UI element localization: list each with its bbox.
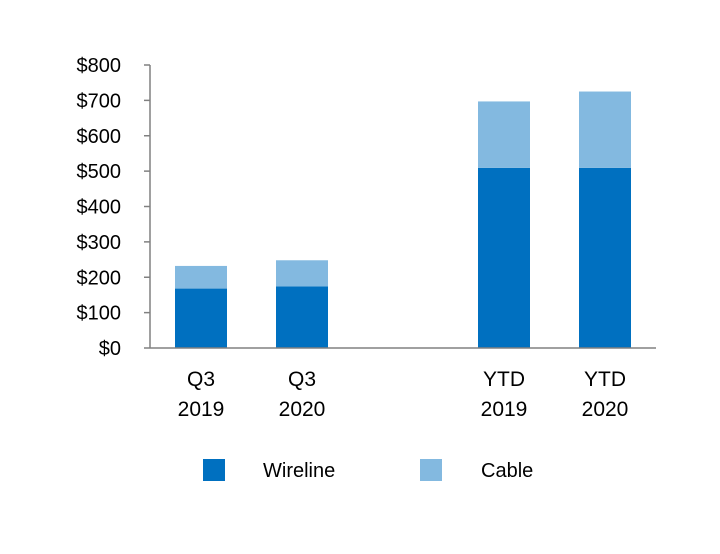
x-tick-label-line2: 2019 xyxy=(481,398,528,421)
x-tick-label-line2: 2019 xyxy=(178,398,225,421)
bar-wireline-q3-2019 xyxy=(175,288,227,348)
legend: Wireline Cable xyxy=(203,459,533,482)
legend-label-cable: Cable xyxy=(481,460,533,482)
bar-cable-ytd-2019 xyxy=(478,101,530,168)
x-tick-label-line1: Q3 xyxy=(187,368,215,391)
bars xyxy=(175,91,631,348)
y-tick-label: $400 xyxy=(77,197,122,219)
y-tick-label: $200 xyxy=(77,267,122,289)
bar-wireline-ytd-2019 xyxy=(478,167,530,348)
x-tick-label-line1: Q3 xyxy=(288,368,316,391)
y-tick-label: $600 xyxy=(77,126,122,148)
x-tick-label-line1: YTD xyxy=(483,368,525,391)
legend-swatch-cable xyxy=(420,459,442,481)
bar-cable-q3-2019 xyxy=(175,265,227,289)
y-tick-label: $800 xyxy=(77,55,122,77)
y-tick-label: $300 xyxy=(77,232,122,254)
x-tick-label-line2: 2020 xyxy=(279,398,326,421)
bar-wireline-q3-2020 xyxy=(276,286,328,348)
legend-label-wireline: Wireline xyxy=(263,460,335,482)
legend-swatch-wireline xyxy=(203,459,225,481)
x-tick-label-line1: YTD xyxy=(584,368,626,391)
y-tick-label: $500 xyxy=(77,161,122,183)
y-tick-label: $0 xyxy=(99,338,121,360)
y-tick-label: $100 xyxy=(77,303,122,325)
x-tick-label-line2: 2020 xyxy=(582,398,629,421)
bar-wireline-ytd-2020 xyxy=(579,167,631,348)
bar-cable-ytd-2020 xyxy=(579,91,631,168)
y-axis-ticks: $0 $100 $200 $300 $400 $500 $600 $700 $800 xyxy=(77,55,150,360)
y-axis: $0 $100 $200 $300 $400 $500 $600 $700 $800 xyxy=(77,55,151,360)
y-tick-label: $700 xyxy=(77,90,122,112)
x-axis-labels: Q3 2019 Q3 2020 YTD 2019 YTD 2020 xyxy=(178,368,629,421)
bar-cable-q3-2020 xyxy=(276,260,328,287)
